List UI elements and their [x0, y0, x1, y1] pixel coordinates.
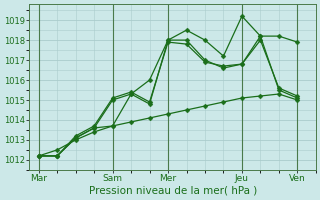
X-axis label: Pression niveau de la mer( hPa ): Pression niveau de la mer( hPa ) — [89, 186, 257, 196]
